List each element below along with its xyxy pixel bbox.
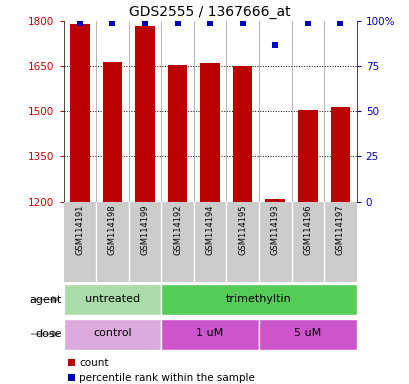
Text: GSM114196: GSM114196 [303, 204, 312, 255]
Text: GSM114198: GSM114198 [108, 204, 117, 255]
Text: GSM114194: GSM114194 [205, 204, 214, 255]
Bar [297, 110, 317, 202]
Bar [63, 319, 161, 349]
Text: trimethyltin: trimethyltin [225, 294, 291, 304]
Text: GSM114192: GSM114192 [173, 204, 182, 255]
Bar [102, 62, 122, 202]
Bar [167, 65, 187, 202]
Bar [200, 63, 219, 202]
Text: percentile rank within the sample: percentile rank within the sample [79, 373, 254, 383]
Bar [161, 284, 356, 315]
Title: GDS2555 / 1367666_at: GDS2555 / 1367666_at [129, 5, 290, 19]
Text: untreated: untreated [85, 294, 139, 304]
Bar [265, 199, 284, 202]
Text: GSM114197: GSM114197 [335, 204, 344, 255]
Text: GSM114199: GSM114199 [140, 204, 149, 255]
Text: count: count [79, 358, 108, 368]
Text: agent: agent [29, 295, 61, 305]
Bar [330, 107, 349, 202]
Text: control: control [93, 328, 131, 338]
Text: GSM114193: GSM114193 [270, 204, 279, 255]
Bar [63, 284, 161, 315]
Bar [70, 24, 90, 202]
Text: 5 uM: 5 uM [294, 328, 321, 338]
Text: dose: dose [35, 329, 61, 339]
Bar [232, 66, 252, 202]
Text: GSM114191: GSM114191 [75, 204, 84, 255]
Text: 1 uM: 1 uM [196, 328, 223, 338]
Bar [135, 26, 154, 202]
Bar [161, 319, 258, 349]
Bar [258, 319, 356, 349]
Text: GSM114195: GSM114195 [238, 204, 247, 255]
